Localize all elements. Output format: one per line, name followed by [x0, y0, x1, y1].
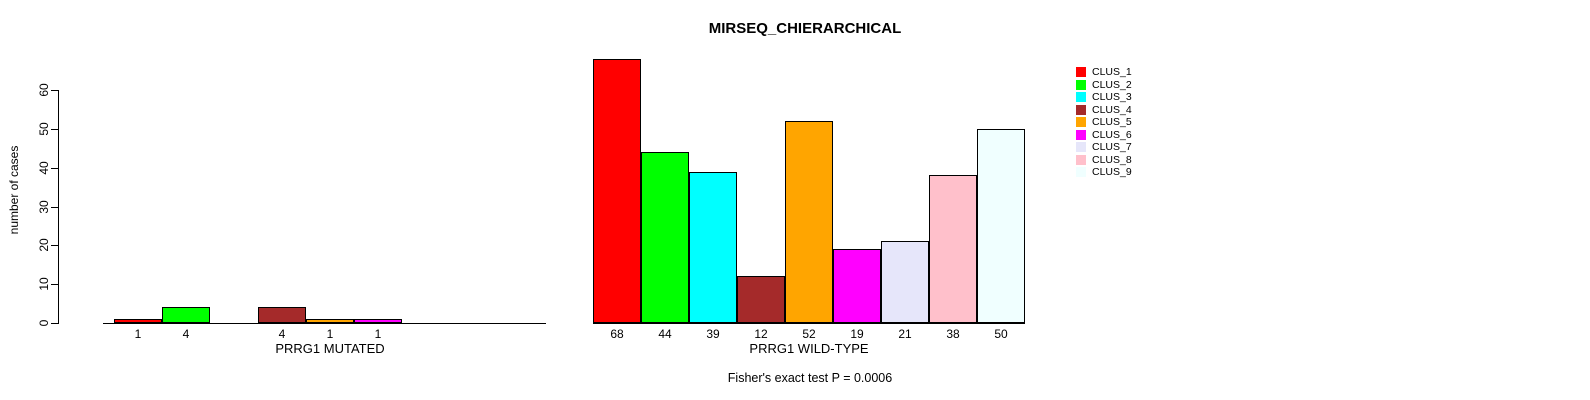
- y-axis-title: number of cases: [7, 145, 21, 235]
- bar-clus_7: [881, 241, 929, 323]
- bar-clus_8: [929, 175, 977, 323]
- legend-swatch: [1076, 154, 1086, 165]
- legend-row: CLUS_7: [1076, 141, 1132, 154]
- legend-label: CLUS_3: [1092, 91, 1132, 103]
- bar-clus_4: [258, 307, 306, 323]
- y-tick-mark: [51, 168, 58, 169]
- bar-value-label: 12: [754, 327, 768, 341]
- bar-value-label: 50: [994, 327, 1008, 341]
- y-tick-mark: [51, 129, 58, 130]
- bar-clus_6: [833, 249, 881, 323]
- bar-value-label: 68: [610, 327, 624, 341]
- y-tick-mark: [51, 90, 58, 91]
- legend-label: CLUS_6: [1092, 128, 1132, 141]
- legend-row: CLUS_3: [1076, 91, 1132, 104]
- legend-swatch: [1076, 67, 1086, 78]
- y-tick-label: 40: [37, 161, 51, 175]
- legend-label: CLUS_5: [1092, 116, 1132, 128]
- legend-swatch: [1076, 142, 1086, 153]
- bar-clus_2: [162, 307, 210, 323]
- y-tick-label: 20: [37, 238, 51, 252]
- x-axis-group-label: PRRG1 WILD-TYPE: [749, 341, 869, 356]
- bar-value-label: 4: [278, 327, 286, 341]
- bar-value-label: 1: [374, 327, 382, 341]
- bar-value-label: 38: [946, 327, 960, 341]
- bar-clus_9: [977, 129, 1025, 323]
- bar-value-label: 19: [850, 327, 864, 341]
- x-axis-baseline: [103, 323, 546, 324]
- legend: CLUS_1 CLUS_2 CLUS_3 CLUS_4 CLUS_5 CLUS_6 CLUS…: [1076, 66, 1132, 179]
- y-tick-label: 0: [37, 319, 51, 327]
- bar-clus_5: [785, 121, 833, 323]
- y-tick-mark: [51, 323, 58, 324]
- legend-label: CLUS_8: [1092, 153, 1132, 166]
- legend-row: CLUS_8: [1076, 154, 1132, 167]
- legend-row: CLUS_6: [1076, 129, 1132, 142]
- legend-label: CLUS_2: [1092, 78, 1132, 91]
- bar-value-label: 1: [134, 327, 142, 341]
- x-axis-group-label: PRRG1 MUTATED: [275, 341, 385, 356]
- y-tick-mark: [51, 284, 58, 285]
- x-axis-baseline: [593, 323, 1025, 324]
- bar-value-label: 4: [182, 327, 190, 341]
- bar-clus_6: [354, 319, 402, 323]
- bar-clus_5: [306, 319, 354, 323]
- legend-swatch: [1076, 129, 1086, 140]
- legend-row: CLUS_1: [1076, 66, 1132, 79]
- bar-clus_1: [593, 59, 641, 323]
- bar-clus_3: [689, 172, 737, 323]
- bar-clus_2: [641, 152, 689, 323]
- y-axis-line: [58, 90, 59, 324]
- bar-value-label: 1: [326, 327, 334, 341]
- legend-label: CLUS_7: [1092, 141, 1132, 153]
- legend-swatch: [1076, 79, 1086, 90]
- bar-value-label: 52: [802, 327, 816, 341]
- y-tick-mark: [51, 207, 58, 208]
- legend-row: CLUS_2: [1076, 79, 1132, 92]
- legend-swatch: [1076, 92, 1086, 103]
- legend-row: CLUS_9: [1076, 166, 1132, 179]
- legend-label: CLUS_4: [1092, 103, 1132, 116]
- y-tick-label: 60: [37, 83, 51, 97]
- legend-row: CLUS_5: [1076, 116, 1132, 129]
- legend-swatch: [1076, 167, 1086, 178]
- y-tick-label: 10: [37, 277, 51, 291]
- bar-value-label: 44: [658, 327, 672, 341]
- y-tick-mark: [51, 245, 58, 246]
- y-tick-label: 30: [37, 200, 51, 214]
- bar-value-label: 39: [706, 327, 720, 341]
- legend-label: CLUS_1: [1092, 66, 1132, 78]
- chart-title: MIRSEQ_CHIERARCHICAL: [708, 20, 902, 37]
- legend-swatch: [1076, 104, 1086, 115]
- y-tick-label: 50: [37, 122, 51, 136]
- legend-label: CLUS_9: [1092, 166, 1132, 178]
- bar-value-label: 21: [898, 327, 912, 341]
- bar-clus_1: [114, 319, 162, 323]
- bar-clus_4: [737, 276, 785, 323]
- legend-row: CLUS_4: [1076, 104, 1132, 117]
- fishers-test-annotation: Fisher's exact test P = 0.0006: [727, 371, 893, 385]
- legend-swatch: [1076, 117, 1086, 128]
